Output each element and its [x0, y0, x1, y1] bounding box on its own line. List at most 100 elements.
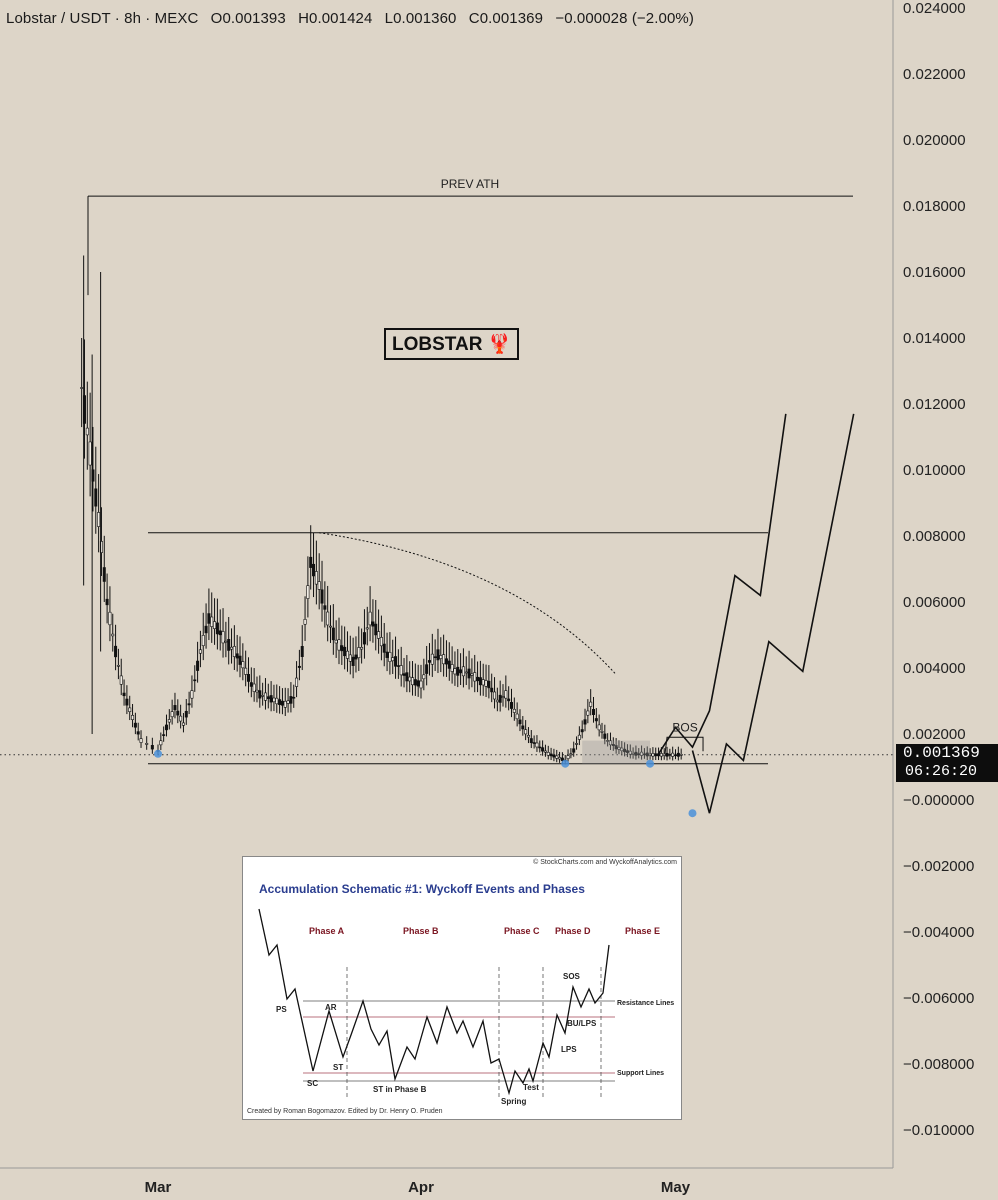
candle-body [362, 632, 366, 645]
candle-body [490, 687, 494, 693]
event-ar: AR [325, 1003, 337, 1012]
candle-body [481, 679, 485, 686]
candle-body [484, 680, 488, 687]
candle-body [625, 750, 629, 753]
candle-body [125, 698, 129, 706]
candle-body [258, 690, 262, 699]
candle-body [261, 695, 265, 697]
phase-c-label: Phase C [504, 926, 540, 936]
price-tick-label: 0.014000 [903, 330, 966, 347]
candle-body [549, 753, 553, 757]
candle-body [642, 753, 646, 756]
candle-body [337, 639, 341, 651]
candle-body [501, 696, 505, 698]
candle-body [394, 656, 398, 667]
price-tick-label: 0.004000 [903, 660, 966, 677]
time-axis: Mar Apr May [145, 1179, 691, 1196]
event-st: ST [333, 1063, 344, 1072]
ohlc-close: C0.001369 [468, 10, 544, 27]
candle-body [617, 746, 621, 750]
candle-body [532, 742, 536, 744]
inset-credit: © StockCharts.com and WyckoffAnalytics.c… [533, 859, 677, 866]
price-tick-label: 0.024000 [903, 0, 966, 17]
candle-body [439, 655, 443, 659]
candle-body [122, 692, 126, 697]
candle-body [399, 665, 403, 676]
candle-body [546, 752, 550, 756]
candle-body [323, 605, 327, 610]
candle-body [218, 630, 222, 636]
candle-body [360, 647, 364, 650]
event-spring: Spring [501, 1097, 527, 1106]
last-price: 0.001369 [903, 744, 980, 762]
price-axis: 0.024000 0.022000 0.020000 0.018000 0.016000… [0, 0, 974, 1169]
candle-body [173, 705, 177, 711]
candle-body [136, 731, 140, 735]
candle-body [215, 622, 219, 635]
event-st-phase-b: ST in Phase B [373, 1085, 427, 1094]
wyckoff-schematic: © StockCharts.com and WyckoffAnalytics.c… [242, 856, 682, 1120]
candle-body [396, 665, 400, 667]
candle-body [331, 627, 335, 641]
candle-body [204, 625, 208, 634]
candle-body [580, 729, 584, 733]
candle-body [444, 658, 448, 665]
candle-body [600, 731, 604, 733]
symbol-title[interactable]: Lobstar / USDT · 8h · MEXC [6, 10, 199, 27]
bar-countdown: 06:26:20 [905, 763, 978, 780]
event-sos: SOS [563, 972, 580, 981]
candle-body [196, 660, 200, 671]
candle-body [450, 664, 454, 672]
candle-body [317, 581, 321, 590]
candle-body [558, 757, 562, 760]
candle-body [461, 666, 465, 677]
candle-body [509, 701, 513, 709]
candle-body [170, 711, 174, 718]
candle-body [569, 753, 573, 756]
candle-body [662, 753, 666, 756]
candle-body [221, 631, 225, 644]
candle-body [436, 649, 440, 661]
candle-body [80, 387, 84, 389]
price-tick-label: −0.006000 [903, 990, 974, 1007]
candle-body [538, 746, 542, 749]
candle-body [575, 743, 579, 745]
candle-body [614, 745, 618, 750]
candle-body [512, 708, 516, 713]
candle-body [326, 611, 330, 626]
candle-body [377, 631, 381, 639]
candle-body [459, 669, 463, 674]
phase-e-label: Phase E [625, 926, 661, 936]
candle-body [85, 427, 89, 436]
candle-body [631, 752, 635, 755]
support-lines-label: Support Lines [617, 1070, 665, 1077]
chart-header: Lobstar / USDT · 8h · MEXC O0.001393 H0.… [6, 10, 702, 27]
price-tick-label: 0.008000 [903, 528, 966, 545]
price-tick-label: −0.008000 [903, 1056, 974, 1073]
candle-body [111, 633, 115, 637]
event-bu-lps: BU/LPS [567, 1019, 597, 1028]
wyckoff-diagram [258, 908, 615, 1097]
candle-body [201, 635, 205, 646]
inset-title: Accumulation Schematic #1: Wyckoff Event… [259, 882, 585, 896]
bos-bracket [664, 736, 704, 754]
candle-body [329, 625, 333, 628]
candle-body [659, 753, 663, 757]
trend-curve [319, 532, 617, 675]
candle-body [145, 743, 149, 745]
candle-body [131, 715, 135, 720]
candle-body [379, 637, 383, 647]
candle-body [385, 651, 389, 658]
low-marker-dot [646, 759, 655, 768]
candle-body [133, 722, 137, 728]
candle-body [150, 745, 154, 750]
candle-body [645, 752, 649, 757]
candle-body [586, 710, 590, 716]
candle-body [668, 754, 672, 756]
resistance-lines-label: Resistance Lines [617, 1000, 675, 1007]
candle-body [224, 640, 228, 643]
event-sc: SC [307, 1079, 319, 1088]
candle-body [181, 722, 185, 726]
bos-label: BOS [672, 720, 697, 734]
